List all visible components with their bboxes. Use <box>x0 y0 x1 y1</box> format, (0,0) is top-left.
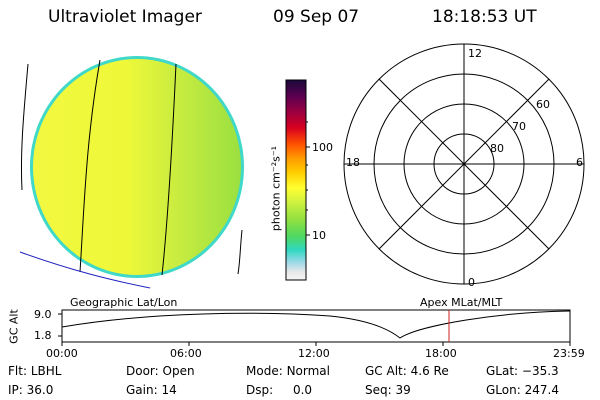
status-mode: Mode: Normal <box>246 364 330 378</box>
time-tick-2359: 23:59 <box>553 347 585 360</box>
polar-grid <box>343 43 585 285</box>
status-glon: GLon: 247.4 <box>486 383 559 397</box>
status-dsp: Dsp: 0.0 <box>246 383 313 397</box>
alt-tick-9: 9.0 <box>34 308 52 321</box>
colorbar-tick-100: 100 <box>312 141 333 154</box>
mlt-label-0: 0 <box>468 276 475 289</box>
time-label: 18:18:53 UT <box>432 7 537 27</box>
altitude-timeline <box>58 309 571 346</box>
colorbar-unit-label: photon cm⁻²s⁻¹ <box>269 145 283 232</box>
status-door: Door: Open <box>126 364 195 378</box>
colorbar <box>285 79 310 281</box>
time-tick-0600: 06:00 <box>170 347 202 360</box>
lat-label-80: 80 <box>490 142 504 155</box>
mlt-label-18: 18 <box>346 156 360 169</box>
apex-mlat-mlt-label: Apex MLat/MLT <box>420 296 503 309</box>
status-filter: Flt: LBHL <box>8 364 62 378</box>
time-tick-1200: 12:00 <box>298 347 330 360</box>
gc-alt-axis-title: GC Alt <box>7 309 21 344</box>
status-glat: GLat: −35.3 <box>486 364 559 378</box>
instrument-title: Ultraviolet Imager <box>48 7 202 27</box>
lat-label-70: 70 <box>512 120 526 133</box>
date-label: 09 Sep 07 <box>273 7 360 27</box>
mlt-label-6: 6 <box>576 156 583 169</box>
earth-disk <box>19 56 244 289</box>
alt-tick-1-8: 1.8 <box>34 329 52 342</box>
colorbar-tick-10: 10 <box>312 229 326 242</box>
lat-label-60: 60 <box>536 98 550 111</box>
status-gain: Gain: 14 <box>126 383 177 397</box>
geographic-latlon-label: Geographic Lat/Lon <box>70 296 178 309</box>
status-seq: Seq: 39 <box>365 383 411 397</box>
time-tick-1800: 18:00 <box>425 347 457 360</box>
time-tick-0000: 00:00 <box>46 347 78 360</box>
status-ip: IP: 36.0 <box>8 383 54 397</box>
mlt-label-12: 12 <box>468 47 482 60</box>
status-gc-alt: GC Alt: 4.6 Re <box>365 364 449 378</box>
